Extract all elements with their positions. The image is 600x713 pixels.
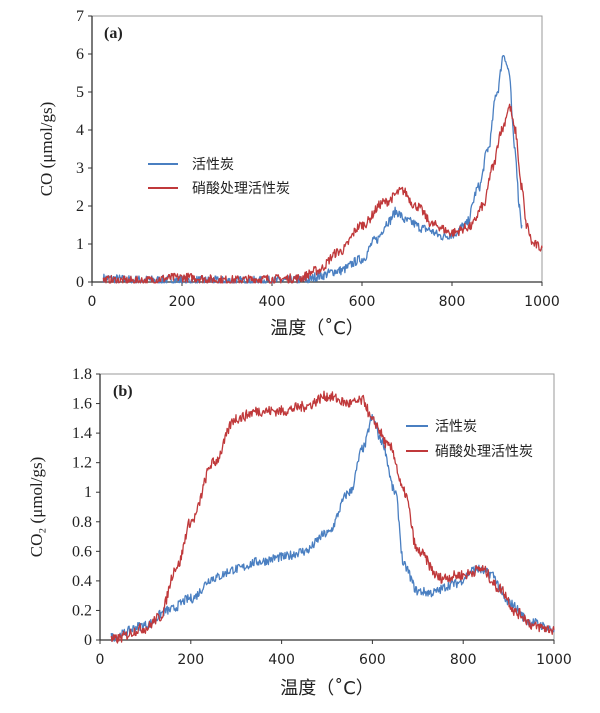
legend-label: 活性炭 bbox=[192, 157, 234, 173]
x-axis-label: 温度（˚C） bbox=[280, 678, 374, 699]
y-tick-label: 0.2 bbox=[72, 602, 92, 619]
y-tick-label: 1 bbox=[76, 236, 84, 253]
x-tick-label: 600 bbox=[359, 652, 386, 668]
legend-label: 活性炭 bbox=[435, 419, 477, 435]
series-line-nitric-acid-treated bbox=[110, 390, 555, 644]
x-tick-label: 200 bbox=[177, 652, 204, 668]
y-tick-label: 7 bbox=[76, 8, 84, 25]
y-axis-label: CO₂ (μmol/gs) bbox=[27, 457, 46, 558]
x-tick-label: 400 bbox=[268, 652, 295, 668]
x-tick-label: 800 bbox=[450, 652, 477, 668]
x-tick-label: 1000 bbox=[524, 294, 560, 310]
y-tick-label: 5 bbox=[76, 84, 84, 101]
x-tick-label: 400 bbox=[259, 294, 286, 310]
y-tick-label: 0 bbox=[76, 274, 84, 291]
y-tick-label: 0.4 bbox=[72, 573, 92, 590]
legend-label: 硝酸处理活性炭 bbox=[435, 444, 533, 460]
y-axis-label: CO (μmol/gs) bbox=[37, 102, 56, 197]
y-tick-label: 1.4 bbox=[72, 425, 92, 442]
series-line-nitric-acid-treated bbox=[102, 103, 543, 284]
y-tick-label: 4 bbox=[76, 122, 84, 139]
x-tick-label: 1000 bbox=[536, 652, 572, 668]
y-tick-label: 1.2 bbox=[72, 455, 92, 472]
y-tick-label: 2 bbox=[76, 198, 84, 215]
x-tick-label: 0 bbox=[88, 294, 97, 310]
y-tick-label: 0 bbox=[84, 632, 92, 649]
legend-label: 硝酸处理活性炭 bbox=[192, 181, 290, 197]
y-tick-label: 0.8 bbox=[72, 514, 92, 531]
x-tick-label: 800 bbox=[439, 294, 466, 310]
y-tick-label: 1.6 bbox=[72, 396, 92, 413]
x-axis-label: 温度（˚C） bbox=[270, 318, 364, 339]
series-line-activated-carbon bbox=[102, 55, 523, 284]
y-tick-label: 6 bbox=[76, 46, 84, 63]
x-tick-label: 200 bbox=[169, 294, 196, 310]
plot-frame bbox=[91, 15, 543, 283]
y-tick-label: 1.8 bbox=[72, 366, 92, 383]
y-tick-label: 3 bbox=[76, 160, 84, 177]
panel-label: (b) bbox=[113, 383, 133, 400]
x-tick-label: 0 bbox=[96, 652, 105, 668]
y-tick-label: 0.6 bbox=[72, 543, 92, 560]
x-tick-label: 600 bbox=[349, 294, 376, 310]
panel-label: (a) bbox=[104, 25, 123, 42]
plot-frame bbox=[99, 373, 555, 641]
y-tick-label: 1 bbox=[84, 484, 92, 501]
